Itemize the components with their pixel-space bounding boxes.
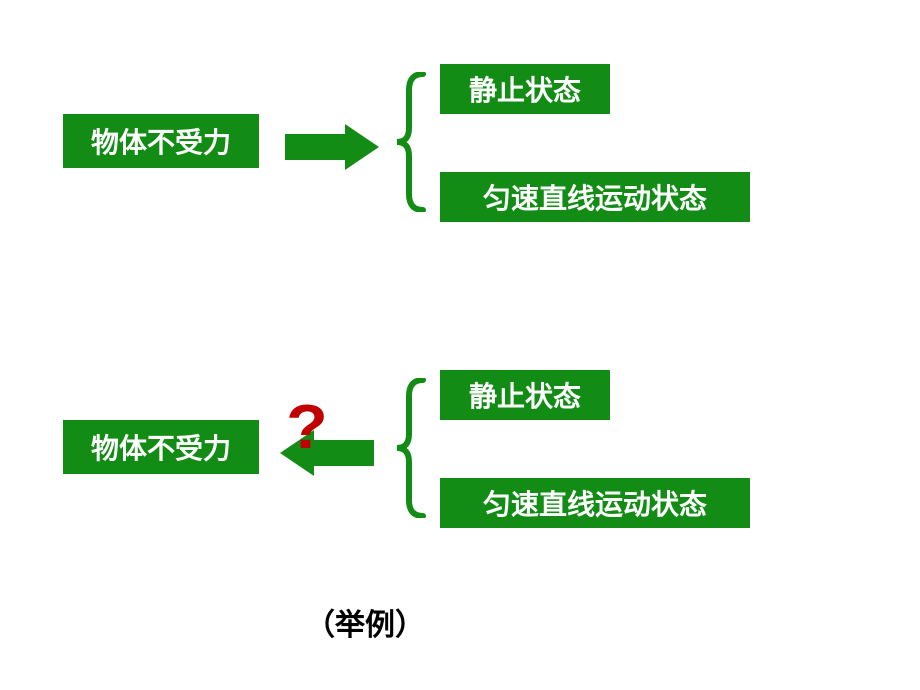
- d2-source-box: 物体不受力: [63, 420, 259, 474]
- d2-target2-label: 匀速直线运动状态: [483, 483, 707, 523]
- question-mark-icon: ?: [286, 392, 328, 463]
- d1-target2-label: 匀速直线运动状态: [483, 177, 707, 217]
- d2-target2-box: 匀速直线运动状态: [440, 478, 750, 528]
- d2-brace-icon: [395, 378, 427, 523]
- d2-target1-box: 静止状态: [440, 370, 610, 420]
- d1-source-box: 物体不受力: [63, 114, 259, 168]
- d2-target1-label: 静止状态: [469, 375, 581, 415]
- caption-text: （举例）: [305, 600, 425, 644]
- d2-source-label: 物体不受力: [91, 427, 231, 467]
- d1-target1-label: 静止状态: [469, 69, 581, 109]
- d1-target1-box: 静止状态: [440, 64, 610, 114]
- caption-label: （举例）: [305, 609, 425, 642]
- question-mark-text: ?: [286, 393, 328, 462]
- d1-brace-icon: [395, 72, 427, 217]
- d1-target2-box: 匀速直线运动状态: [440, 172, 750, 222]
- d1-source-label: 物体不受力: [91, 121, 231, 161]
